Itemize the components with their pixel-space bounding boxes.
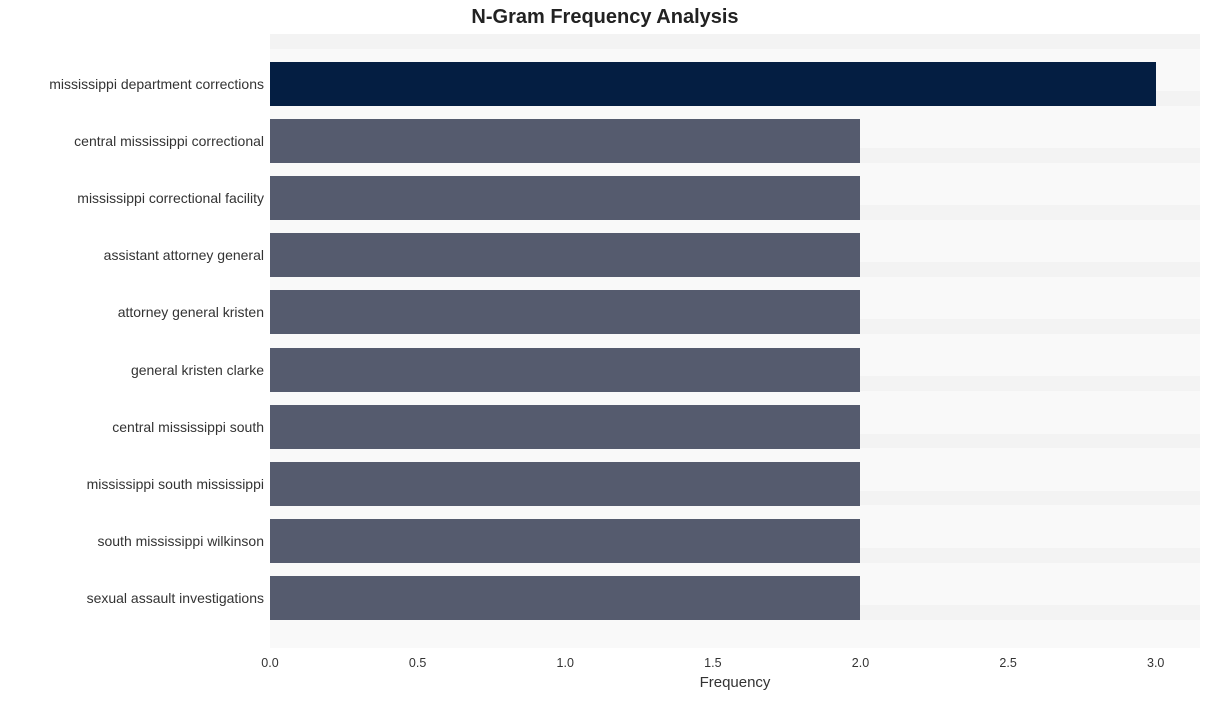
x-tick-label: 0.0 [261, 656, 278, 670]
y-tick-label: general kristen clarke [4, 362, 264, 378]
x-tick-label: 1.0 [557, 656, 574, 670]
bar [270, 348, 860, 392]
bar [270, 176, 860, 220]
bar [270, 290, 860, 334]
y-tick-label: central mississippi correctional [4, 133, 264, 149]
y-tick-label: south mississippi wilkinson [4, 533, 264, 549]
y-tick-label: mississippi south mississippi [4, 476, 264, 492]
y-tick-label: mississippi department corrections [4, 76, 264, 92]
bar [270, 462, 860, 506]
y-tick-label: attorney general kristen [4, 304, 264, 320]
x-tick-label: 3.0 [1147, 656, 1164, 670]
chart-title: N-Gram Frequency Analysis [0, 6, 1210, 29]
plot-area [270, 34, 1200, 648]
bar [270, 62, 1156, 106]
x-tick-label: 2.5 [999, 656, 1016, 670]
plot-band [270, 34, 1200, 49]
y-tick-label: central mississippi south [4, 419, 264, 435]
y-tick-label: mississippi correctional facility [4, 190, 264, 206]
bar [270, 519, 860, 563]
bar [270, 119, 860, 163]
y-tick-label: sexual assault investigations [4, 590, 264, 606]
y-tick-label: assistant attorney general [4, 247, 264, 263]
bar [270, 405, 860, 449]
x-axis-label: Frequency [270, 674, 1200, 691]
x-tick-label: 1.5 [704, 656, 721, 670]
bar [270, 576, 860, 620]
x-tick-label: 2.0 [852, 656, 869, 670]
bar [270, 233, 860, 277]
x-tick-label: 0.5 [409, 656, 426, 670]
ngram-frequency-chart: N-Gram Frequency Analysis Frequency miss… [0, 0, 1210, 701]
